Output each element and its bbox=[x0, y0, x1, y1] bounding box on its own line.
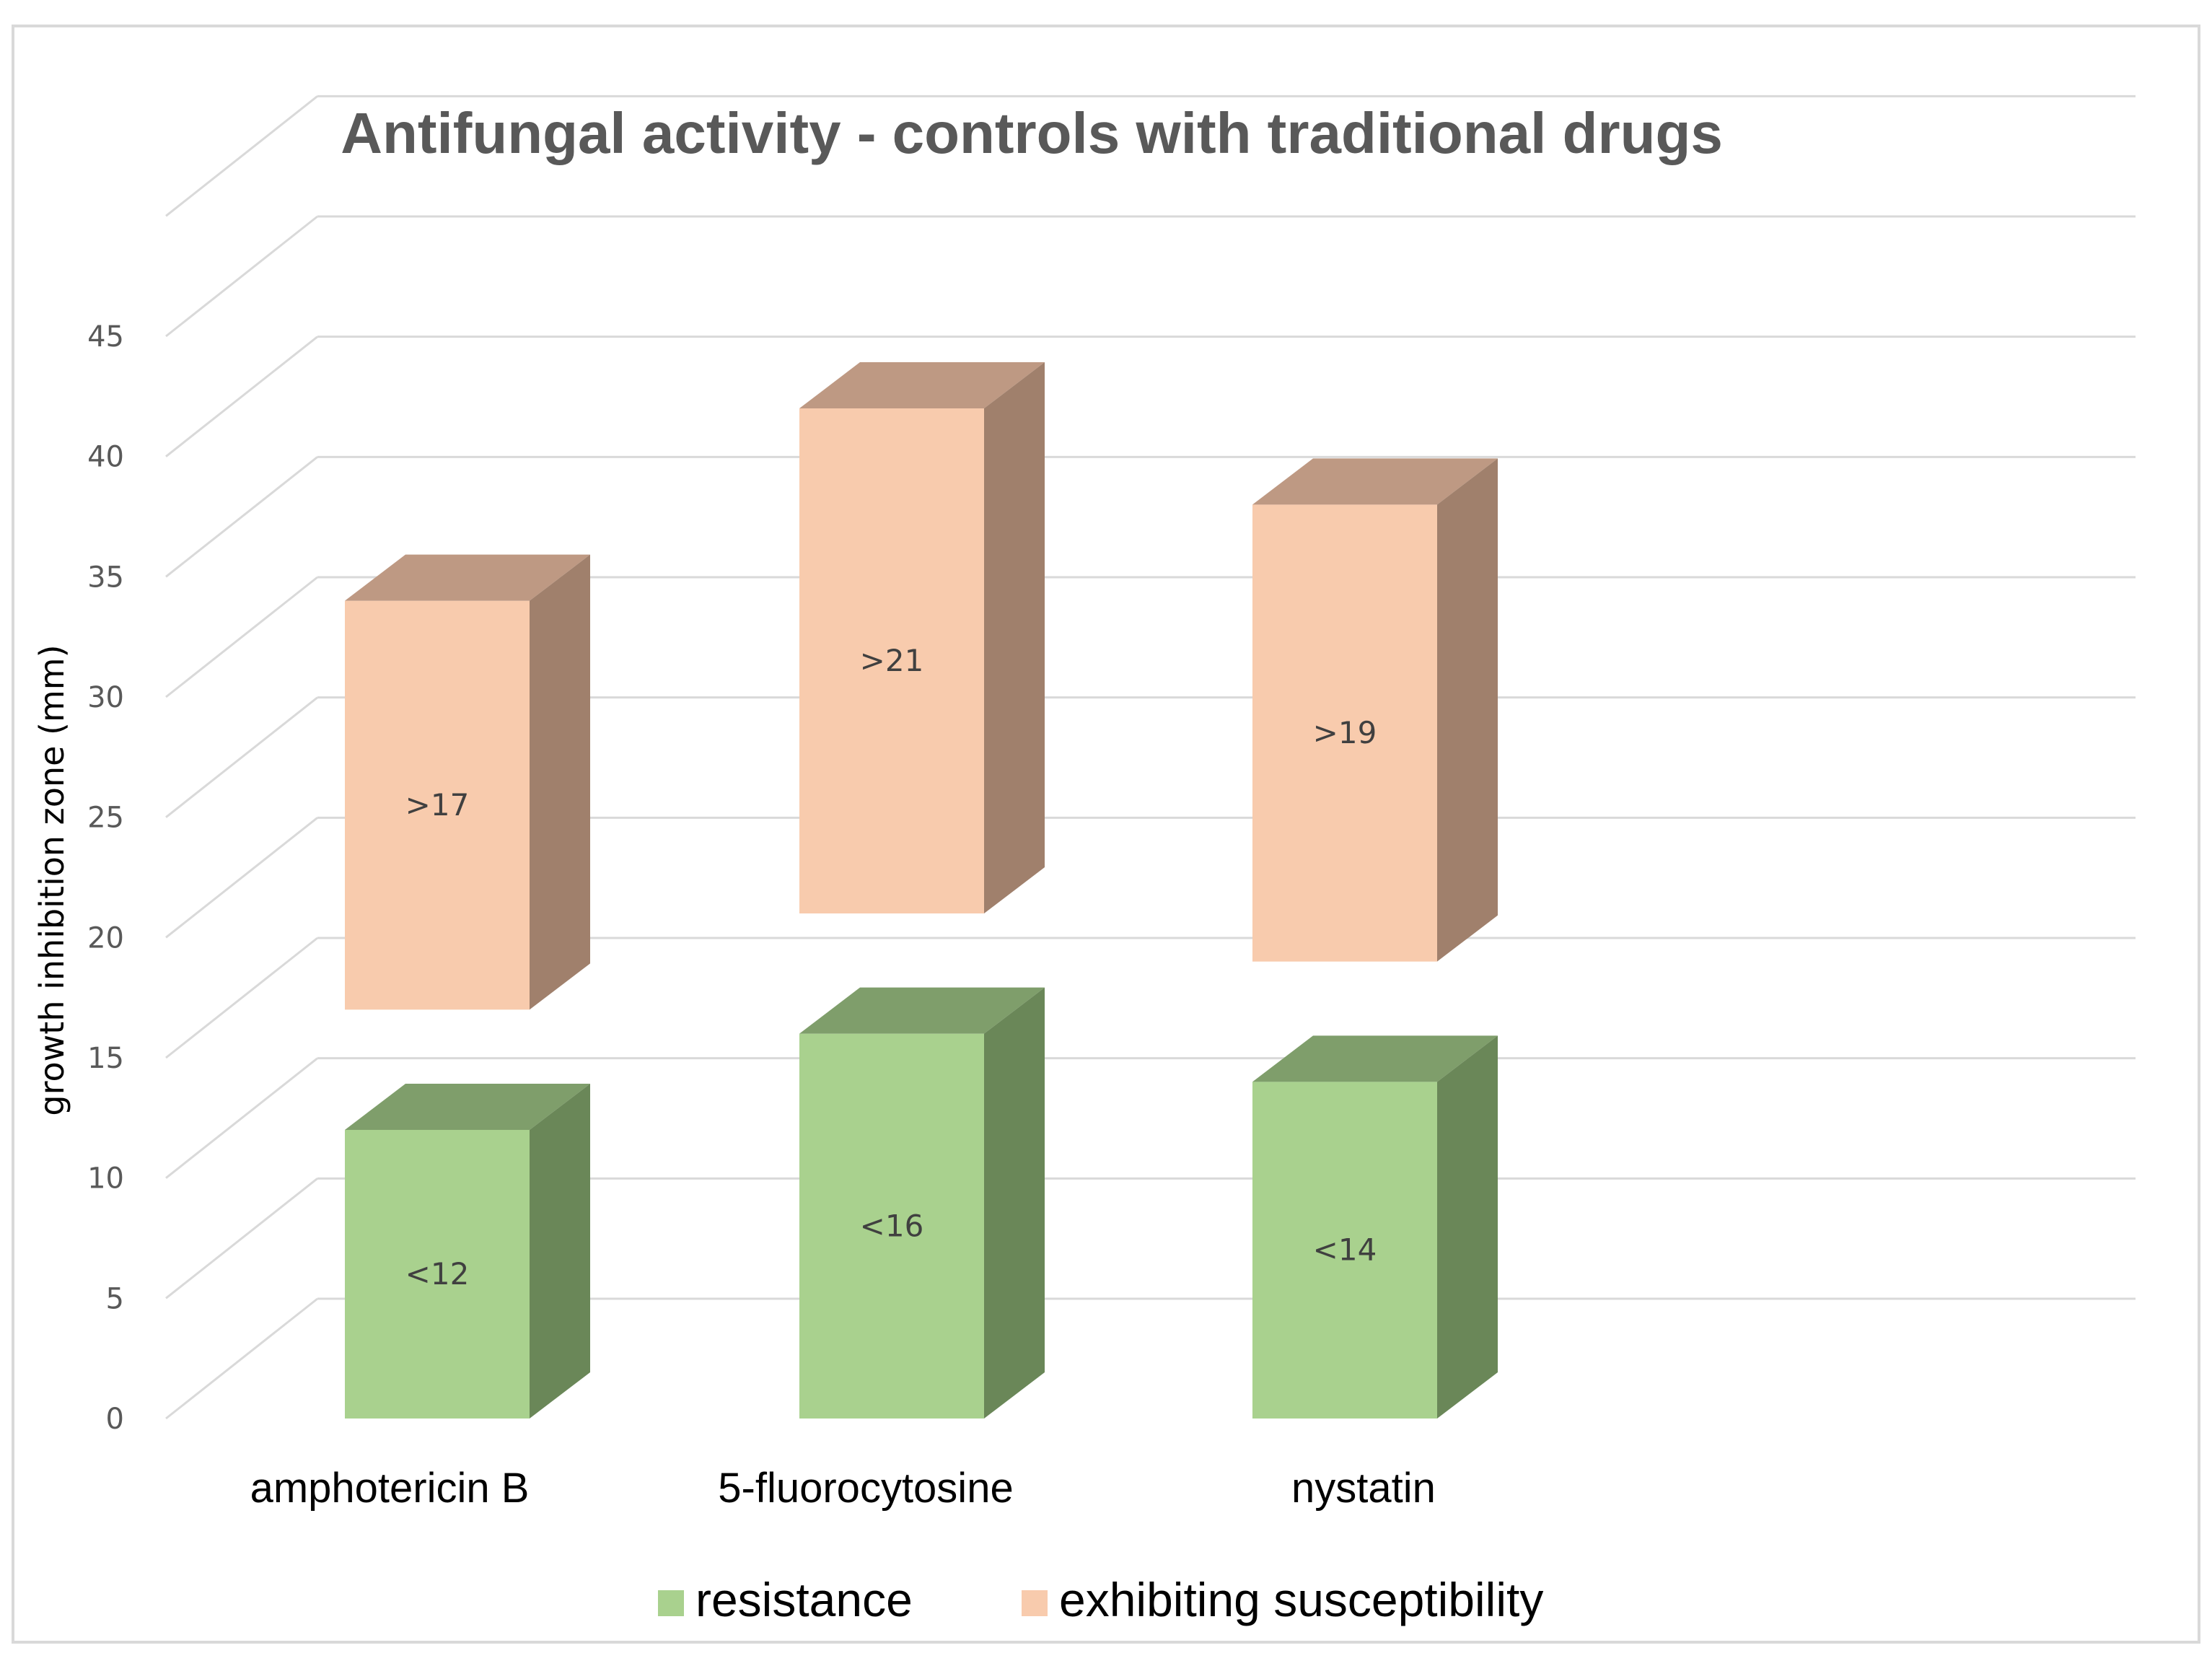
y-tick-label-40: 40 bbox=[87, 441, 124, 474]
data-labels: <12 >17 <16 >21 <14 >19 bbox=[405, 643, 1377, 1292]
bar-resistance-nystatin-side bbox=[1437, 1035, 1498, 1419]
bar-susceptibility-5-fluorocytosine-top bbox=[799, 362, 1045, 408]
category-label-nystatin: nystatin bbox=[1291, 1465, 1436, 1512]
bar-resistance-amphotericin-b-front bbox=[345, 1130, 530, 1419]
data-label-resistance-5-fluorocytosine: <16 bbox=[860, 1208, 924, 1243]
category-labels: amphotericin B 5-fluorocytosine nystatin bbox=[250, 1465, 1436, 1512]
data-label-resistance-amphotericin-b: <12 bbox=[405, 1256, 470, 1292]
data-label-susceptibility-5-fluorocytosine: >21 bbox=[860, 643, 924, 678]
bar-susceptibility-nystatin-front bbox=[1252, 504, 1437, 962]
bar-resistance-5-fluorocytosine bbox=[799, 987, 1045, 1419]
bar-susceptibility-5-fluorocytosine bbox=[799, 362, 1045, 913]
bar-resistance-nystatin-top bbox=[1252, 1035, 1498, 1082]
y-tick-label-0: 0 bbox=[106, 1403, 124, 1436]
bar-resistance-nystatin-front bbox=[1252, 1082, 1437, 1419]
data-label-susceptibility-nystatin: >19 bbox=[1313, 715, 1377, 750]
gridline-diagonal-3 bbox=[165, 937, 318, 1059]
bar-susceptibility-amphotericin-b bbox=[345, 554, 590, 1010]
bars bbox=[345, 362, 1498, 1419]
bar-susceptibility-5-fluorocytosine-side bbox=[984, 362, 1045, 913]
category-label-5-fluorocytosine: 5-fluorocytosine bbox=[718, 1465, 1013, 1512]
bar-resistance-amphotericin-b-side bbox=[530, 1084, 590, 1419]
y-tick-labels: 0 5 10 15 20 25 30 35 40 45 bbox=[87, 320, 124, 1436]
gridline-diagonal-0 bbox=[165, 1297, 318, 1420]
gridline-diagonal-7 bbox=[165, 456, 318, 578]
gridline-diagonal-4 bbox=[165, 817, 318, 939]
bar-resistance-amphotericin-b bbox=[345, 1084, 590, 1419]
bar-susceptibility-nystatin-top bbox=[1252, 458, 1498, 505]
bar-resistance-amphotericin-b-top bbox=[345, 1084, 590, 1130]
y-axis-label: growth inhibition zone (mm) bbox=[32, 644, 71, 1115]
y-tick-label-20: 20 bbox=[87, 921, 124, 955]
bar-resistance-5-fluorocytosine-front bbox=[799, 1033, 984, 1419]
legend-label-exhibiting-susceptibility: exhibiting susceptibility bbox=[1059, 1573, 1543, 1626]
legend-swatch-resistance bbox=[658, 1590, 684, 1616]
gridline-diagonal-10 bbox=[165, 95, 318, 217]
category-label-amphotericin-b: amphotericin B bbox=[250, 1465, 530, 1512]
y-tick-label-35: 35 bbox=[87, 561, 124, 594]
gridline-diagonal-1 bbox=[165, 1178, 318, 1299]
legend-label-resistance: resistance bbox=[695, 1573, 913, 1626]
gridline-diagonal-2 bbox=[165, 1057, 318, 1179]
y-tick-label-5: 5 bbox=[106, 1282, 124, 1315]
bar-resistance-5-fluorocytosine-top bbox=[799, 987, 1045, 1034]
legend: resistance exhibiting susceptibility bbox=[658, 1573, 1543, 1626]
chart-frame bbox=[12, 25, 2200, 1644]
bar-resistance-5-fluorocytosine-side bbox=[984, 987, 1045, 1419]
data-label-resistance-nystatin: <14 bbox=[1313, 1232, 1377, 1268]
gridline-diagonal-8 bbox=[165, 336, 318, 457]
y-tick-label-10: 10 bbox=[87, 1162, 124, 1196]
chart-title: Antifungal activity - controls with trad… bbox=[341, 101, 1723, 165]
bar-susceptibility-5-fluorocytosine-front bbox=[799, 408, 984, 913]
gridline-diagonal-6 bbox=[165, 576, 318, 698]
legend-swatch-exhibiting-susceptibility bbox=[1022, 1590, 1048, 1616]
bar-susceptibility-nystatin-side bbox=[1437, 458, 1498, 962]
y-tick-label-45: 45 bbox=[87, 320, 124, 354]
gridlines bbox=[165, 95, 2136, 1420]
bar-susceptibility-nystatin bbox=[1252, 458, 1498, 962]
bar-resistance-nystatin bbox=[1252, 1035, 1498, 1419]
bar-susceptibility-amphotericin-b-top bbox=[345, 554, 590, 601]
bar-susceptibility-amphotericin-b-side bbox=[530, 554, 590, 1010]
gridline-diagonal-9 bbox=[165, 215, 318, 338]
data-label-susceptibility-amphotericin-b: >17 bbox=[405, 787, 470, 823]
y-tick-label-30: 30 bbox=[87, 681, 124, 714]
y-tick-label-15: 15 bbox=[87, 1042, 124, 1075]
gridline-diagonal-5 bbox=[165, 696, 318, 818]
bar-susceptibility-amphotericin-b-front bbox=[345, 600, 530, 1010]
y-tick-label-25: 25 bbox=[87, 802, 124, 835]
